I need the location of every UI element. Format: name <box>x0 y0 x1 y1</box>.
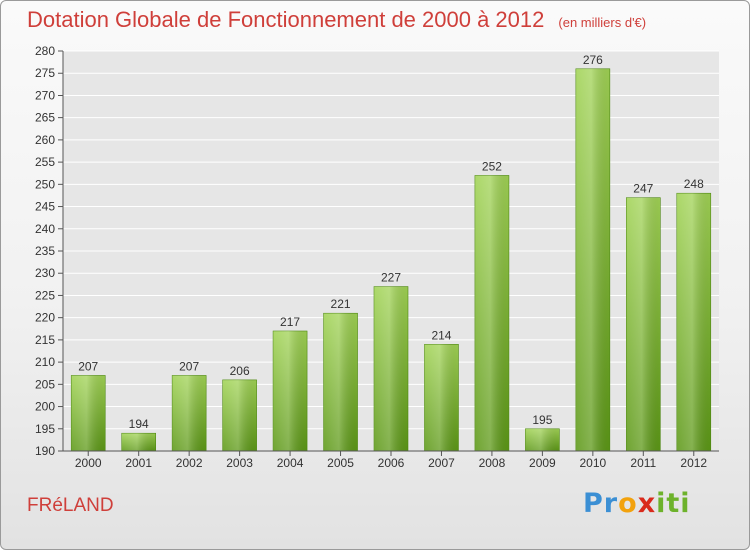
data-label: 227 <box>381 271 401 285</box>
y-tick-label: 235 <box>35 244 55 258</box>
y-tick-label: 240 <box>35 222 55 236</box>
bar-highlight <box>374 286 408 451</box>
y-tick-label: 245 <box>35 200 55 214</box>
data-label: 214 <box>431 328 451 342</box>
y-tick-label: 230 <box>35 266 55 280</box>
data-label: 276 <box>583 53 603 67</box>
y-tick-label: 265 <box>35 111 55 125</box>
logo-letter: r <box>603 488 619 519</box>
logo-letter: t <box>666 488 681 519</box>
bar-highlight <box>172 375 207 451</box>
x-tick-label: 2010 <box>579 456 606 470</box>
x-tick-label: 2012 <box>680 456 707 470</box>
x-tick-label: 2009 <box>529 456 556 470</box>
y-tick-label: 205 <box>35 377 55 391</box>
x-tick-label: 2001 <box>125 456 152 470</box>
data-label: 248 <box>684 177 704 191</box>
data-label: 195 <box>532 413 552 427</box>
y-tick-label: 275 <box>35 66 55 80</box>
x-tick-label: 2006 <box>378 456 405 470</box>
data-label: 221 <box>331 297 351 311</box>
logo-letter: x <box>637 488 657 519</box>
y-tick-label: 200 <box>35 400 55 414</box>
data-label: 252 <box>482 159 502 173</box>
x-tick-label: 2007 <box>428 456 455 470</box>
bar-highlight <box>424 344 459 451</box>
data-label: 206 <box>230 364 250 378</box>
x-tick-label: 2004 <box>277 456 304 470</box>
bar-highlight <box>71 375 106 451</box>
y-tick-label: 250 <box>35 177 55 191</box>
chart-subtitle: (en milliers d'€) <box>558 15 647 30</box>
bar-highlight <box>676 193 711 451</box>
proxiti-logo: Proxiti <box>583 488 691 519</box>
x-tick-label: 2005 <box>327 456 354 470</box>
bar-highlight <box>121 433 156 451</box>
x-tick-label: 2011 <box>630 456 656 470</box>
commune-name: FRéLAND <box>27 495 114 516</box>
data-label: 207 <box>78 359 98 373</box>
bar-highlight <box>222 379 257 451</box>
bar-highlight <box>626 197 661 451</box>
y-tick-label: 255 <box>35 155 55 169</box>
y-tick-label: 210 <box>35 355 55 369</box>
data-label: 194 <box>129 417 149 431</box>
chart-title: Dotation Globale de Fonctionnement de 20… <box>27 7 646 33</box>
y-tick-label: 220 <box>35 311 55 325</box>
logo-letter: P <box>583 488 604 519</box>
y-tick-label: 280 <box>35 44 55 58</box>
y-tick-label: 195 <box>35 422 55 436</box>
y-tick-label: 215 <box>35 333 55 347</box>
data-label: 247 <box>633 182 653 196</box>
y-tick-label: 270 <box>35 88 55 102</box>
x-tick-label: 2000 <box>75 456 102 470</box>
logo-letter: i <box>656 488 667 519</box>
x-tick-label: 2002 <box>176 456 203 470</box>
logo-letter: o <box>618 488 638 519</box>
x-tick-label: 2003 <box>226 456 253 470</box>
logo-letter: i <box>680 488 691 519</box>
bar-highlight <box>323 313 358 451</box>
bar-highlight <box>474 175 509 451</box>
bar-highlight <box>525 428 560 451</box>
x-tick-label: 2008 <box>479 456 506 470</box>
y-tick-label: 225 <box>35 288 55 302</box>
y-tick-label: 260 <box>35 133 55 147</box>
y-tick-label: 190 <box>35 444 55 458</box>
title-text: Dotation Globale de Fonctionnement de 20… <box>27 7 545 32</box>
data-label: 207 <box>179 359 199 373</box>
bar-highlight <box>575 68 610 452</box>
bar-highlight <box>273 331 308 451</box>
data-label: 217 <box>280 315 300 329</box>
